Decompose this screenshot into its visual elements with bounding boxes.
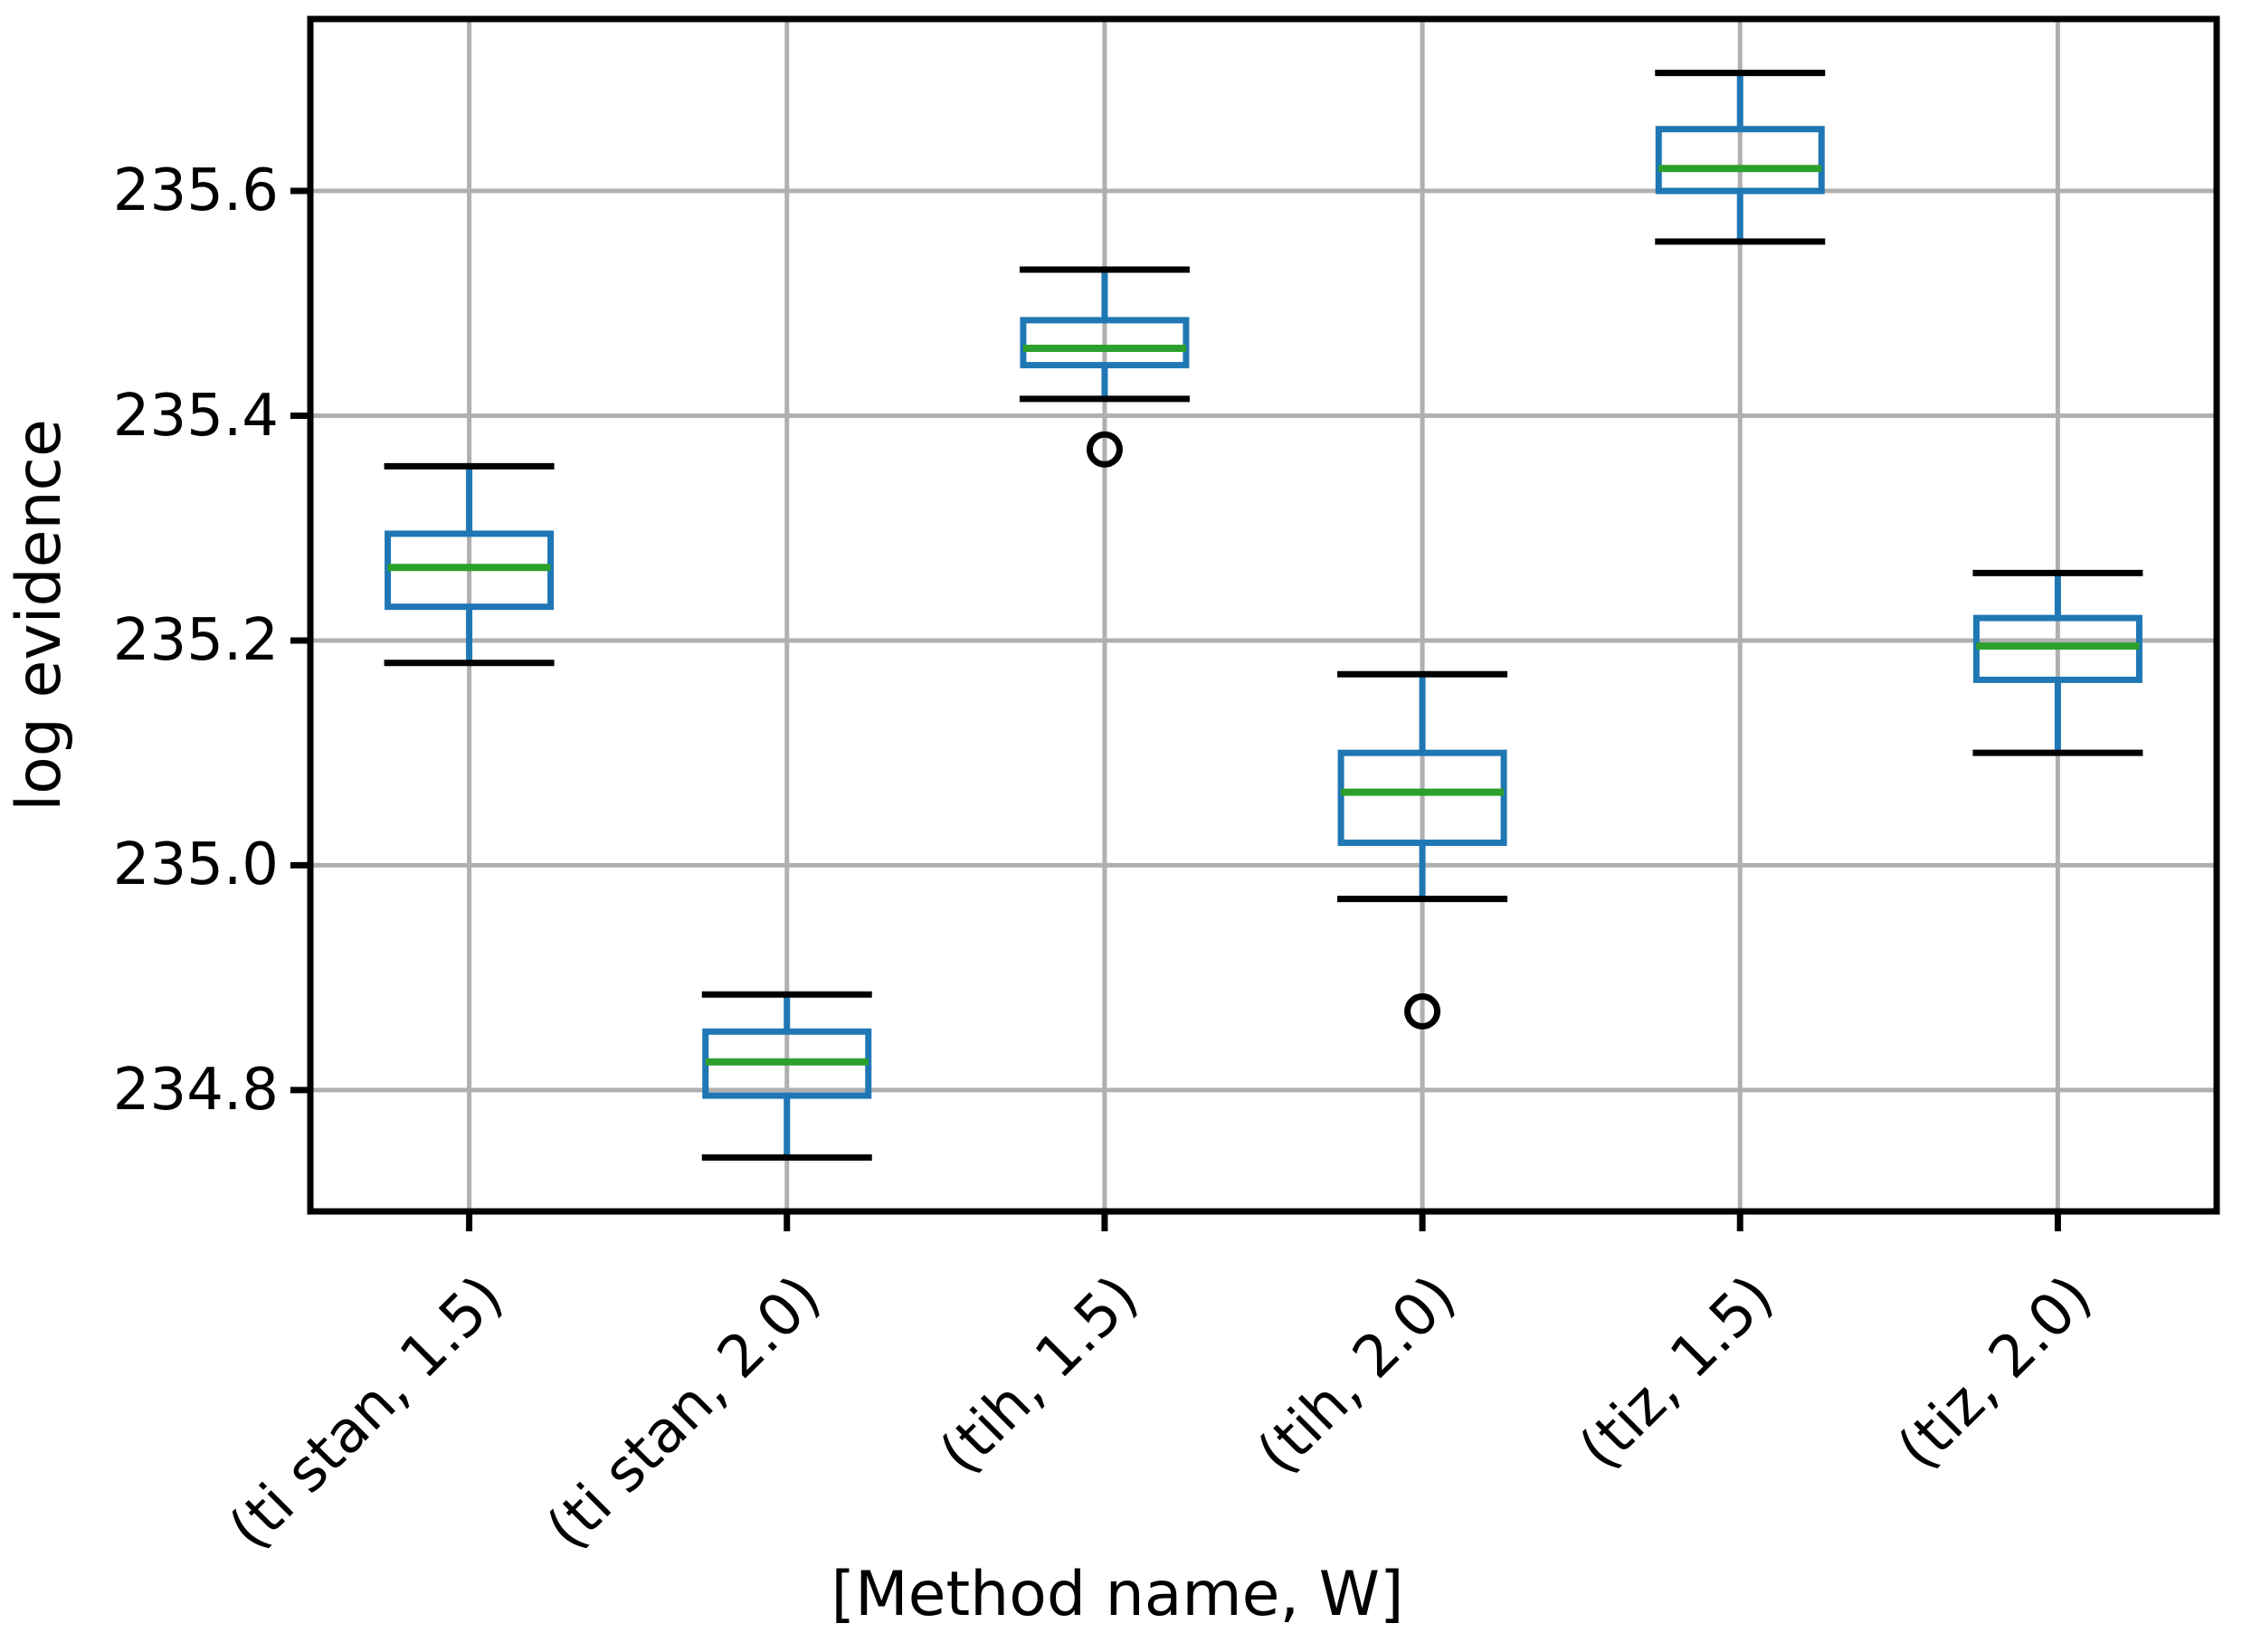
y-axis-label: log evidence bbox=[4, 419, 75, 812]
y-tick-label: 235.4 bbox=[112, 382, 279, 450]
outlier-point bbox=[1404, 992, 1441, 1030]
x-axis-label: [Method name, W] bbox=[831, 1559, 1404, 1630]
y-tick-label: 235.6 bbox=[112, 157, 279, 225]
outlier-point bbox=[1086, 431, 1123, 468]
box-iqr bbox=[1337, 749, 1507, 847]
box-iqr bbox=[1020, 317, 1190, 369]
axes-spine bbox=[307, 15, 2220, 1215]
y-tick-label: 235.2 bbox=[112, 606, 279, 674]
box-iqr bbox=[1655, 126, 1825, 195]
y-tick-label: 235.0 bbox=[112, 831, 279, 899]
y-tick-label: 234.8 bbox=[112, 1056, 279, 1124]
